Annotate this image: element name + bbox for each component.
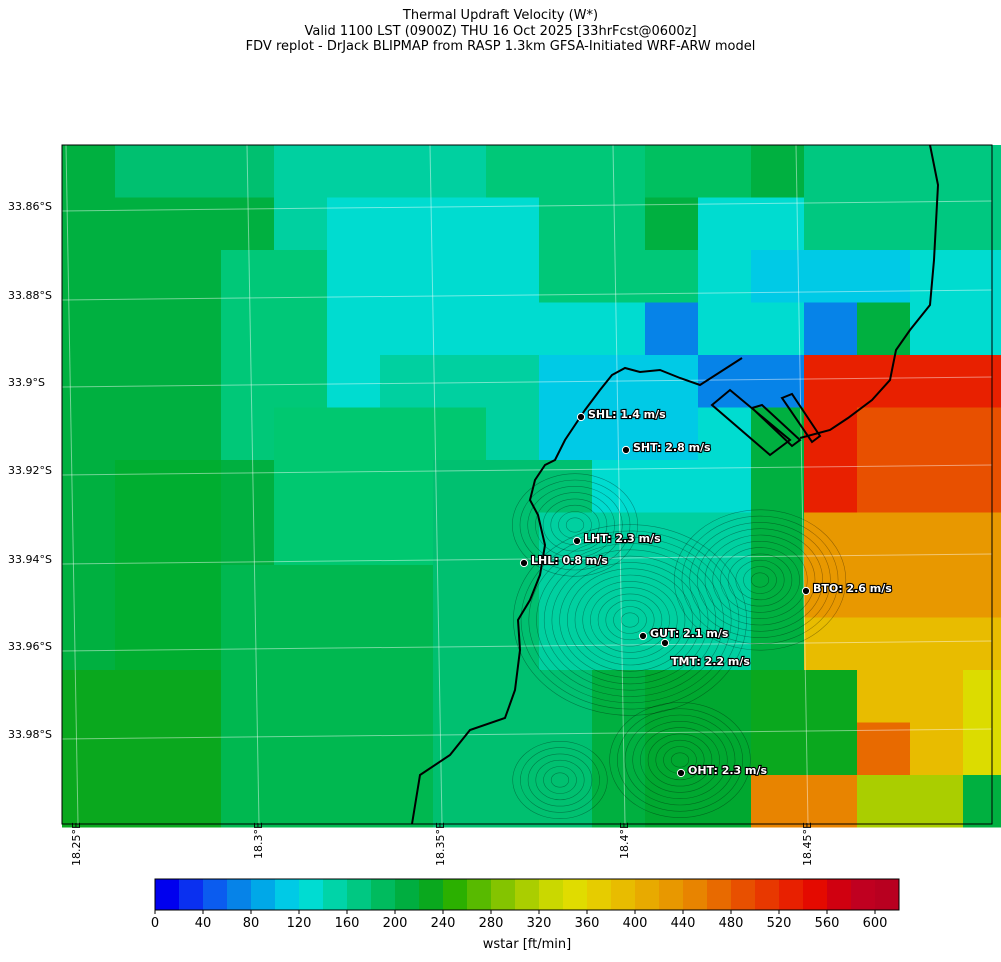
station-label: OHT: 2.3 m/s: [688, 764, 767, 777]
colorbar-swatch: [251, 879, 276, 910]
station-sht: SHT: 2.8 m/s: [621, 440, 712, 455]
colorbar-swatch: [683, 879, 708, 910]
latitude-label: 33.98°S: [8, 728, 52, 741]
colorbar-tick-label: 480: [718, 916, 744, 931]
coastline: [411, 144, 940, 825]
colorbar-tick-label: 0: [150, 916, 160, 931]
colorbar-tick-label: 200: [382, 916, 408, 931]
colorbar-swatch: [827, 879, 852, 910]
station-label: BTO: 2.6 m/s: [813, 582, 892, 595]
colorbar-swatch: [635, 879, 660, 910]
station-lht: LHT: 2.3 m/s: [572, 531, 662, 546]
colorbar-tick-label: 240: [430, 916, 456, 931]
colorbar-swatch: [491, 879, 516, 910]
colorbar-swatch: [707, 879, 732, 910]
station-tmt: TMT: 2.2 m/s: [660, 638, 751, 669]
station-label: LHT: 2.3 m/s: [584, 532, 661, 545]
colorbar-swatch: [395, 879, 420, 910]
colorbar-tick-label: 560: [814, 916, 840, 931]
colorbar-swatch: [347, 879, 372, 910]
colorbar: [154, 878, 900, 914]
station-dot: [676, 768, 686, 778]
colorbar-swatch: [299, 879, 324, 910]
station-markers: SHL: 1.4 m/s SHT: 2.8 m/s LHT: 2.3 m/s LHL:…: [519, 407, 893, 778]
colorbar-swatch: [563, 879, 588, 910]
colorbar-swatch: [587, 879, 612, 910]
colorbar-swatch: [755, 879, 780, 910]
map-frame: [61, 144, 993, 825]
colorbar-title: wstar [ft/min]: [482, 937, 572, 952]
station-bto: BTO: 2.6 m/s: [801, 581, 893, 596]
station-shl: SHL: 1.4 m/s: [576, 407, 667, 422]
station-dot: [621, 445, 631, 455]
longitude-label: 18.3°E: [252, 822, 265, 859]
colorbar-swatch: [203, 879, 228, 910]
colorbar-swatch: [419, 879, 444, 910]
latitude-label: 33.86°S: [8, 200, 52, 213]
longitude-label: 18.4°E: [618, 822, 631, 859]
station-label: GUT: 2.1 m/s: [650, 627, 729, 640]
latitude-label: 33.88°S: [8, 289, 52, 302]
title-line-1: Thermal Updraft Velocity (W*): [402, 8, 599, 23]
station-lhl: LHL: 0.8 m/s: [519, 553, 609, 568]
longitude-label: 18.45°E: [801, 822, 814, 866]
colorbar-tick-label: 320: [526, 916, 552, 931]
station-dot: [572, 536, 582, 546]
colorbar-swatch: [611, 879, 636, 910]
colorbar-tick-label: 280: [478, 916, 504, 931]
station-gut: GUT: 2.1 m/s: [638, 626, 730, 641]
station-label: SHL: 1.4 m/s: [588, 408, 666, 421]
longitude-label: 18.25°E: [70, 822, 83, 866]
colorbar-swatch: [179, 879, 204, 910]
colorbar-tick-label: 360: [574, 916, 600, 931]
station-dot: [519, 558, 529, 568]
latitude-label: 33.92°S: [8, 464, 52, 477]
colorbar-tick-label: 600: [862, 916, 888, 931]
station-dot: [660, 638, 670, 648]
colorbar-swatch: [731, 879, 756, 910]
longitude-label: 18.35°E: [434, 822, 447, 866]
colorbar-tick-label: 160: [334, 916, 360, 931]
graticule: [61, 144, 993, 825]
station-dot: [801, 586, 811, 596]
station-label: SHT: 2.8 m/s: [633, 441, 711, 454]
colorbar-swatch: [659, 879, 684, 910]
colorbar-swatch: [371, 879, 396, 910]
colorbar-swatch: [275, 879, 300, 910]
title-line-2: Valid 1100 LST (0900Z) THU 16 Oct 2025 […: [304, 23, 697, 39]
wstar-grid: [62, 145, 1001, 828]
plot-title: Thermal Updraft Velocity (W*) Valid 1100…: [0, 8, 1001, 55]
colorbar-swatch: [515, 879, 540, 910]
colorbar-swatch: [467, 879, 492, 910]
latitude-label: 33.94°S: [8, 553, 52, 566]
colorbar-swatch: [155, 879, 180, 910]
colorbar-tick-label: 80: [242, 916, 260, 931]
title-line-3: FDV replot - DrJack BLIPMAP from RASP 1.…: [245, 39, 756, 54]
station-label: LHL: 0.8 m/s: [531, 554, 608, 567]
colorbar-swatch: [323, 879, 348, 910]
station-dot: [638, 631, 648, 641]
colorbar-swatch: [539, 879, 564, 910]
colorbar-swatch: [227, 879, 252, 910]
colorbar-tick-label: 120: [286, 916, 312, 931]
colorbar-swatch: [851, 879, 876, 910]
colorbar-swatch: [443, 879, 468, 910]
station-dot: [576, 412, 586, 422]
terrain-contours: [511, 473, 847, 819]
latitude-label: 33.96°S: [8, 640, 52, 653]
colorbar-swatch: [803, 879, 828, 910]
colorbar-tick-label: 440: [670, 916, 696, 931]
colorbar-tick-label: 40: [194, 916, 212, 931]
station-oht: OHT: 2.3 m/s: [676, 763, 769, 778]
colorbar-tick-label: 400: [622, 916, 648, 931]
colorbar-tick-label: 520: [766, 916, 792, 931]
latitude-label: 33.9°S: [8, 376, 45, 389]
station-label: TMT: 2.2 m/s: [671, 655, 750, 668]
colorbar-swatch: [875, 879, 900, 910]
colorbar-swatch: [779, 879, 804, 910]
